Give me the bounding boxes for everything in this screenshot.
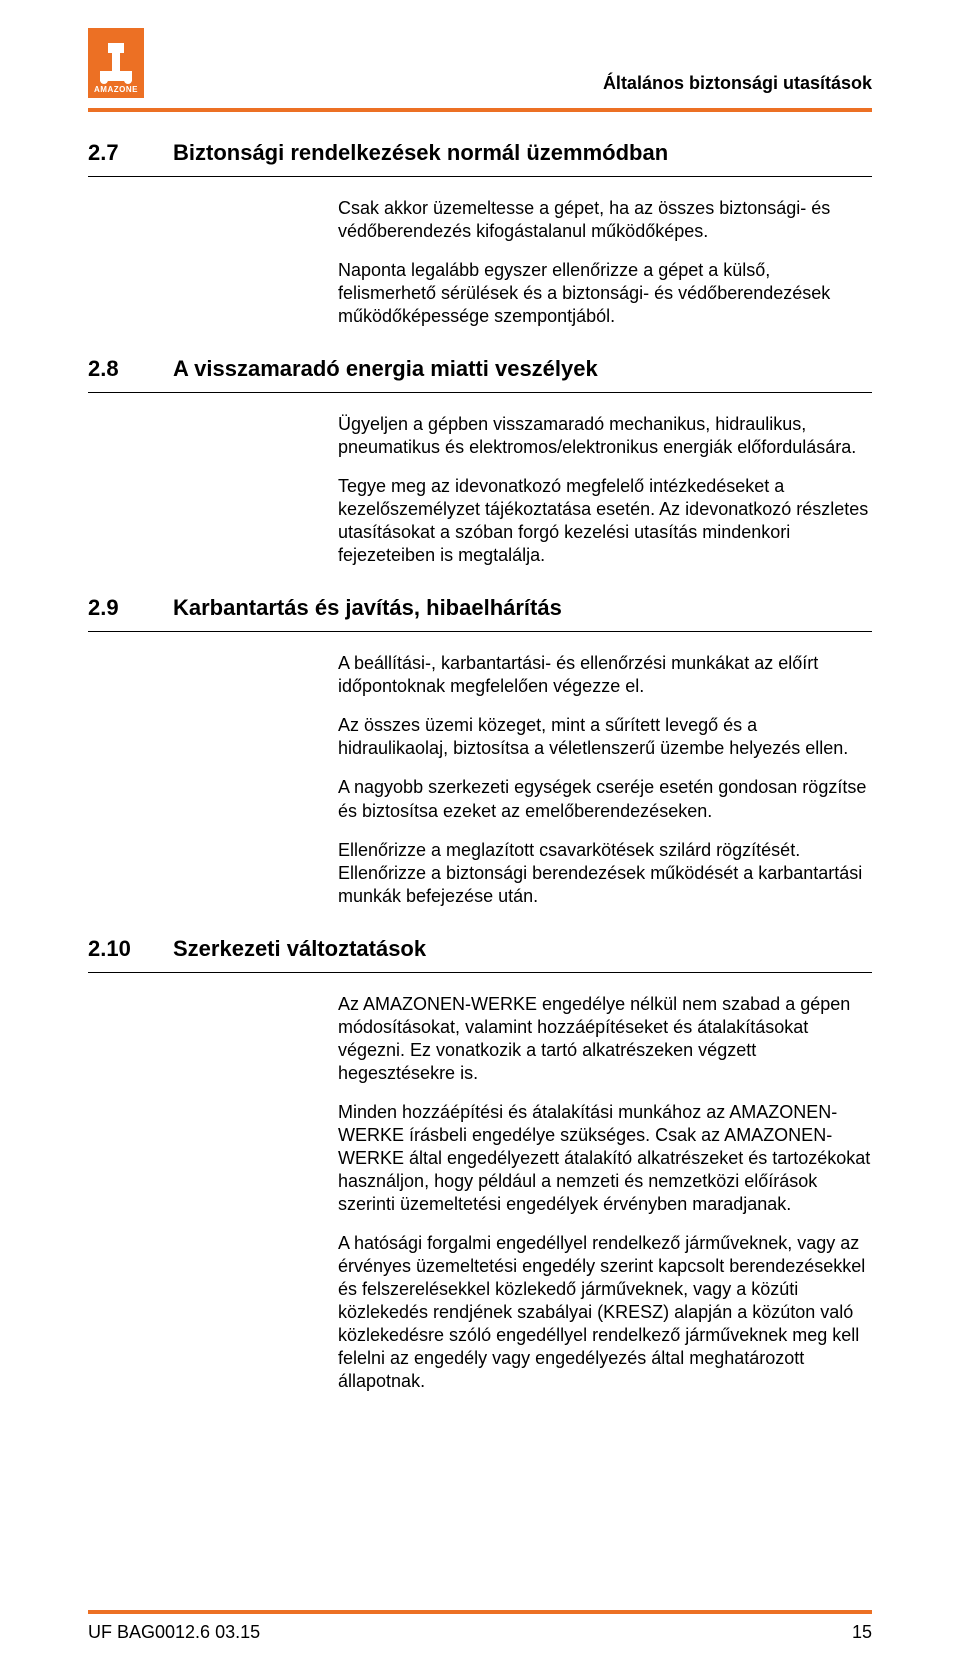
header-divider [88, 108, 872, 112]
paragraph: A hatósági forgalmi engedéllyel rendelke… [338, 1232, 872, 1393]
section-heading: 2.10 Szerkezeti változtatások [88, 936, 872, 973]
section-heading: 2.9 Karbantartás és javítás, hibaelhárít… [88, 595, 872, 632]
section-heading: 2.7 Biztonsági rendelkezések normál üzem… [88, 140, 872, 177]
section-body: Ügyeljen a gépben visszamaradó mechaniku… [338, 413, 872, 567]
running-title: Általános biztonsági utasítások [603, 73, 872, 98]
paragraph: Naponta legalább egyszer ellenőrizze a g… [338, 259, 872, 328]
page-number: 15 [852, 1622, 872, 1643]
paragraph: Az AMAZONEN-WERKE engedélye nélkül nem s… [338, 993, 872, 1085]
paragraph: Minden hozzáépítési és átalakítási munká… [338, 1101, 872, 1216]
section-title: Biztonsági rendelkezések normál üzemmódb… [173, 140, 872, 166]
paragraph: A beállítási-, karbantartási- és ellenőr… [338, 652, 872, 698]
brand-logo: AMAZONE [88, 28, 144, 98]
section-body: Az AMAZONEN-WERKE engedélye nélkül nem s… [338, 993, 872, 1394]
paragraph: A nagyobb szerkezeti egységek cseréje es… [338, 776, 872, 822]
paragraph: Tegye meg az idevonatkozó megfelelő inté… [338, 475, 872, 567]
section-title: A visszamaradó energia miatti veszélyek [173, 356, 872, 382]
paragraph: Csak akkor üzemeltesse a gépet, ha az ös… [338, 197, 872, 243]
footer-row: UF BAG0012.6 03.15 15 [88, 1614, 872, 1643]
section-title: Karbantartás és javítás, hibaelhárítás [173, 595, 872, 621]
doc-reference: UF BAG0012.6 03.15 [88, 1622, 260, 1643]
page: AMAZONE Általános biztonsági utasítások … [0, 0, 960, 1679]
section-number: 2.9 [88, 595, 173, 621]
section-heading: 2.8 A visszamaradó energia miatti veszél… [88, 356, 872, 393]
section-title: Szerkezeti változtatások [173, 936, 872, 962]
section-number: 2.7 [88, 140, 173, 166]
page-footer: UF BAG0012.6 03.15 15 [88, 1604, 872, 1643]
section-body: Csak akkor üzemeltesse a gépet, ha az ös… [338, 197, 872, 328]
tractor-icon [98, 41, 134, 81]
section-number: 2.8 [88, 356, 173, 382]
section-body: A beállítási-, karbantartási- és ellenőr… [338, 652, 872, 907]
brand-logo-text: AMAZONE [94, 85, 138, 94]
paragraph: Ellenőrizze a meglazított csavarkötések … [338, 839, 872, 908]
paragraph: Az összes üzemi közeget, mint a sűrített… [338, 714, 872, 760]
paragraph: Ügyeljen a gépben visszamaradó mechaniku… [338, 413, 872, 459]
section-number: 2.10 [88, 936, 173, 962]
page-header: AMAZONE Általános biztonsági utasítások [88, 0, 872, 106]
